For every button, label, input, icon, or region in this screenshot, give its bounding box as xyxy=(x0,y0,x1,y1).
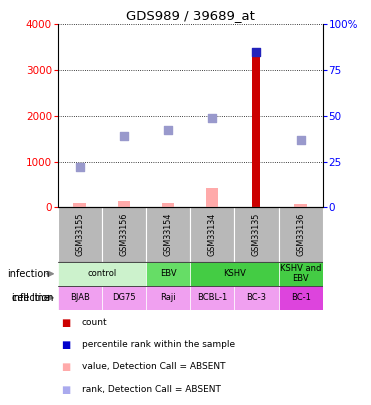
Bar xyxy=(146,262,190,286)
Point xyxy=(77,164,83,171)
Bar xyxy=(234,286,279,310)
Text: ■: ■ xyxy=(61,340,70,350)
Text: cell line: cell line xyxy=(12,293,50,303)
Text: EBV: EBV xyxy=(160,269,176,278)
Text: BJAB: BJAB xyxy=(70,293,89,302)
Point xyxy=(121,133,127,140)
Bar xyxy=(190,207,234,262)
Text: GSM33155: GSM33155 xyxy=(75,213,84,256)
Title: GDS989 / 39689_at: GDS989 / 39689_at xyxy=(126,9,255,22)
Text: DG75: DG75 xyxy=(112,293,136,302)
Text: control: control xyxy=(87,269,116,278)
Bar xyxy=(73,203,86,207)
Bar xyxy=(162,203,174,207)
Bar xyxy=(58,207,102,262)
Text: GSM33135: GSM33135 xyxy=(252,213,261,256)
Bar xyxy=(279,286,323,310)
Text: percentile rank within the sample: percentile rank within the sample xyxy=(82,340,235,349)
Text: value, Detection Call = ABSENT: value, Detection Call = ABSENT xyxy=(82,362,225,371)
Text: count: count xyxy=(82,318,107,327)
Text: infection: infection xyxy=(11,293,54,303)
Text: GSM33156: GSM33156 xyxy=(119,213,128,256)
Text: GSM33136: GSM33136 xyxy=(296,213,305,256)
Point xyxy=(209,115,215,121)
Bar xyxy=(102,207,146,262)
Text: BCBL-1: BCBL-1 xyxy=(197,293,227,302)
Bar xyxy=(190,262,279,286)
Point xyxy=(253,49,259,55)
Text: KSHV: KSHV xyxy=(223,269,246,278)
Point xyxy=(165,127,171,134)
Bar xyxy=(102,286,146,310)
Bar xyxy=(58,286,102,310)
Bar xyxy=(190,286,234,310)
Bar xyxy=(118,200,130,207)
Bar xyxy=(253,52,260,207)
Bar xyxy=(206,188,219,207)
Text: ■: ■ xyxy=(61,362,70,373)
Text: Raji: Raji xyxy=(160,293,176,302)
Point xyxy=(298,136,303,143)
Text: GSM33154: GSM33154 xyxy=(164,213,173,256)
Text: ■: ■ xyxy=(61,318,70,328)
Text: BC-3: BC-3 xyxy=(246,293,266,302)
Bar xyxy=(295,204,307,207)
Bar xyxy=(234,207,279,262)
Text: ■: ■ xyxy=(61,385,70,395)
Bar xyxy=(279,262,323,286)
Text: KSHV and
EBV: KSHV and EBV xyxy=(280,264,321,284)
Bar xyxy=(58,262,146,286)
Text: BC-1: BC-1 xyxy=(291,293,311,302)
Text: GSM33134: GSM33134 xyxy=(208,213,217,256)
Text: rank, Detection Call = ABSENT: rank, Detection Call = ABSENT xyxy=(82,385,220,394)
Bar xyxy=(146,207,190,262)
Text: infection: infection xyxy=(7,269,50,279)
Bar xyxy=(279,207,323,262)
Bar xyxy=(146,286,190,310)
